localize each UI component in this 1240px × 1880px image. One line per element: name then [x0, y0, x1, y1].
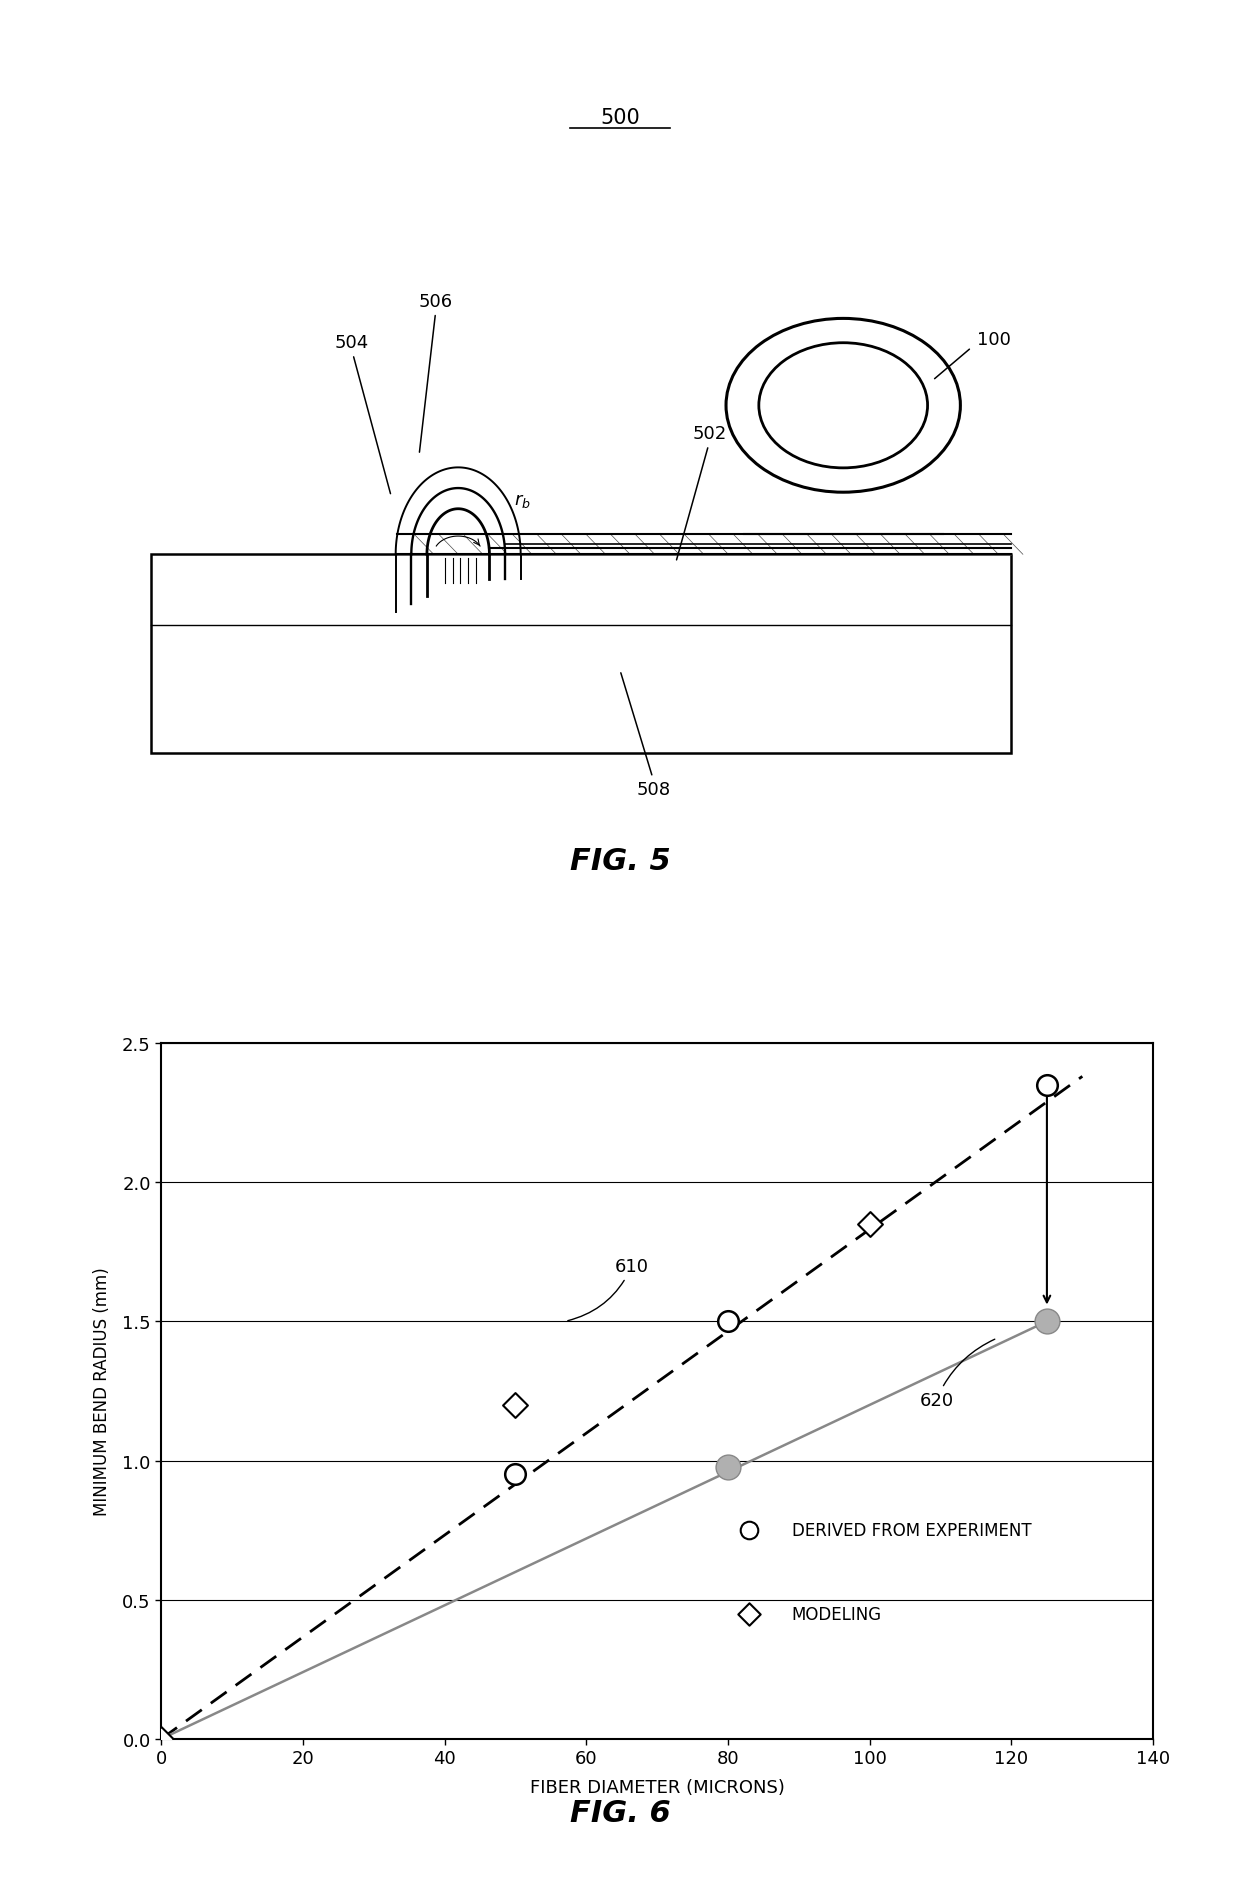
- Point: [718, 1307, 738, 1337]
- Text: 508: 508: [621, 673, 671, 799]
- Point: [739, 1515, 759, 1545]
- Text: DERIVED FROM EXPERIMENT: DERIVED FROM EXPERIMENT: [792, 1521, 1032, 1540]
- Y-axis label: MINIMUM BEND RADIUS (mm): MINIMUM BEND RADIUS (mm): [93, 1267, 110, 1515]
- Text: FIG. 6: FIG. 6: [569, 1799, 671, 1827]
- Point: [1037, 1070, 1056, 1100]
- Point: [506, 1459, 526, 1489]
- Point: [506, 1389, 526, 1419]
- Text: 610: 610: [568, 1258, 649, 1322]
- Text: 502: 502: [677, 425, 727, 560]
- Point: [718, 1453, 738, 1483]
- Text: 506: 506: [419, 293, 453, 453]
- Text: $r_b$: $r_b$: [515, 493, 531, 509]
- Text: 500: 500: [600, 109, 640, 128]
- X-axis label: FIBER DIAMETER (MICRONS): FIBER DIAMETER (MICRONS): [529, 1778, 785, 1797]
- Point: [739, 1598, 759, 1628]
- Point: [859, 1209, 879, 1239]
- Text: MODELING: MODELING: [792, 1606, 882, 1622]
- Text: FIG. 5: FIG. 5: [569, 846, 671, 876]
- Text: 620: 620: [919, 1339, 994, 1410]
- Point: [151, 1724, 171, 1754]
- Text: 504: 504: [335, 335, 391, 494]
- Point: [1037, 1307, 1056, 1337]
- Text: 100: 100: [977, 331, 1011, 350]
